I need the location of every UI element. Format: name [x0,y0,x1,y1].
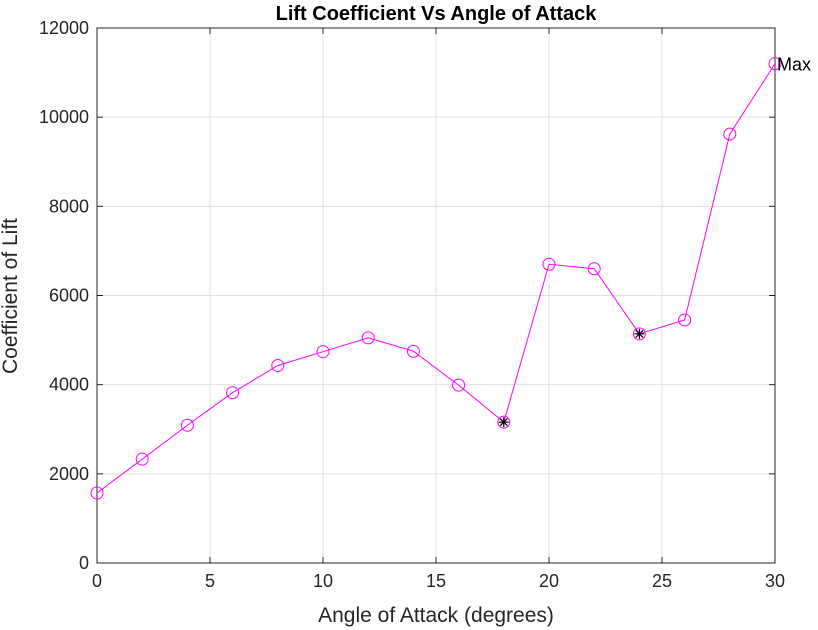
star-marker [634,328,645,339]
max-annotation: Max [777,55,811,75]
annotations: Max [777,55,811,75]
y-tick-label: 2000 [49,464,89,484]
data-point [768,57,782,71]
data-point [497,415,511,429]
y-axis-label: Coefficient of Lift [0,218,22,374]
data-point [271,358,285,372]
data-point [226,386,240,400]
x-tick-label: 25 [652,571,672,591]
y-tick-label: 12000 [39,18,89,38]
x-axis-label: Angle of Attack (degrees) [318,604,554,627]
data-point [678,313,692,327]
y-tick-label: 10000 [39,107,89,127]
x-tick-label: 30 [765,571,785,591]
star-stroke [499,418,508,427]
y-tick-label: 0 [79,553,89,573]
ticks: 0 5 10 15 20 25 30 0 2000 4000 6000 8000 10000 12000 [39,18,785,591]
data-point [542,257,556,271]
y-tick-label: 6000 [49,286,89,306]
y-tick-label: 4000 [49,375,89,395]
x-tick-label: 5 [205,571,215,591]
y-tick-label: 8000 [49,196,89,216]
data-point [632,327,646,341]
x-tick-label: 0 [92,571,102,591]
data-point [180,418,194,432]
markers [90,57,782,500]
data-point [723,127,737,141]
data-point [452,378,466,392]
series-line [96,63,776,494]
grid [97,28,775,563]
x-tick-label: 10 [313,571,333,591]
x-tick-label: 20 [539,571,559,591]
data-point [90,486,104,500]
data-point [135,452,149,466]
data-point [316,345,330,359]
data-point [361,331,375,345]
star-marker [498,417,509,428]
chart-title: Lift Coefficient Vs Angle of Attack [276,3,598,25]
data-point [587,262,601,276]
series [96,63,776,494]
star-stroke [635,329,644,338]
x-tick-label: 15 [426,571,446,591]
data-point [406,344,420,358]
